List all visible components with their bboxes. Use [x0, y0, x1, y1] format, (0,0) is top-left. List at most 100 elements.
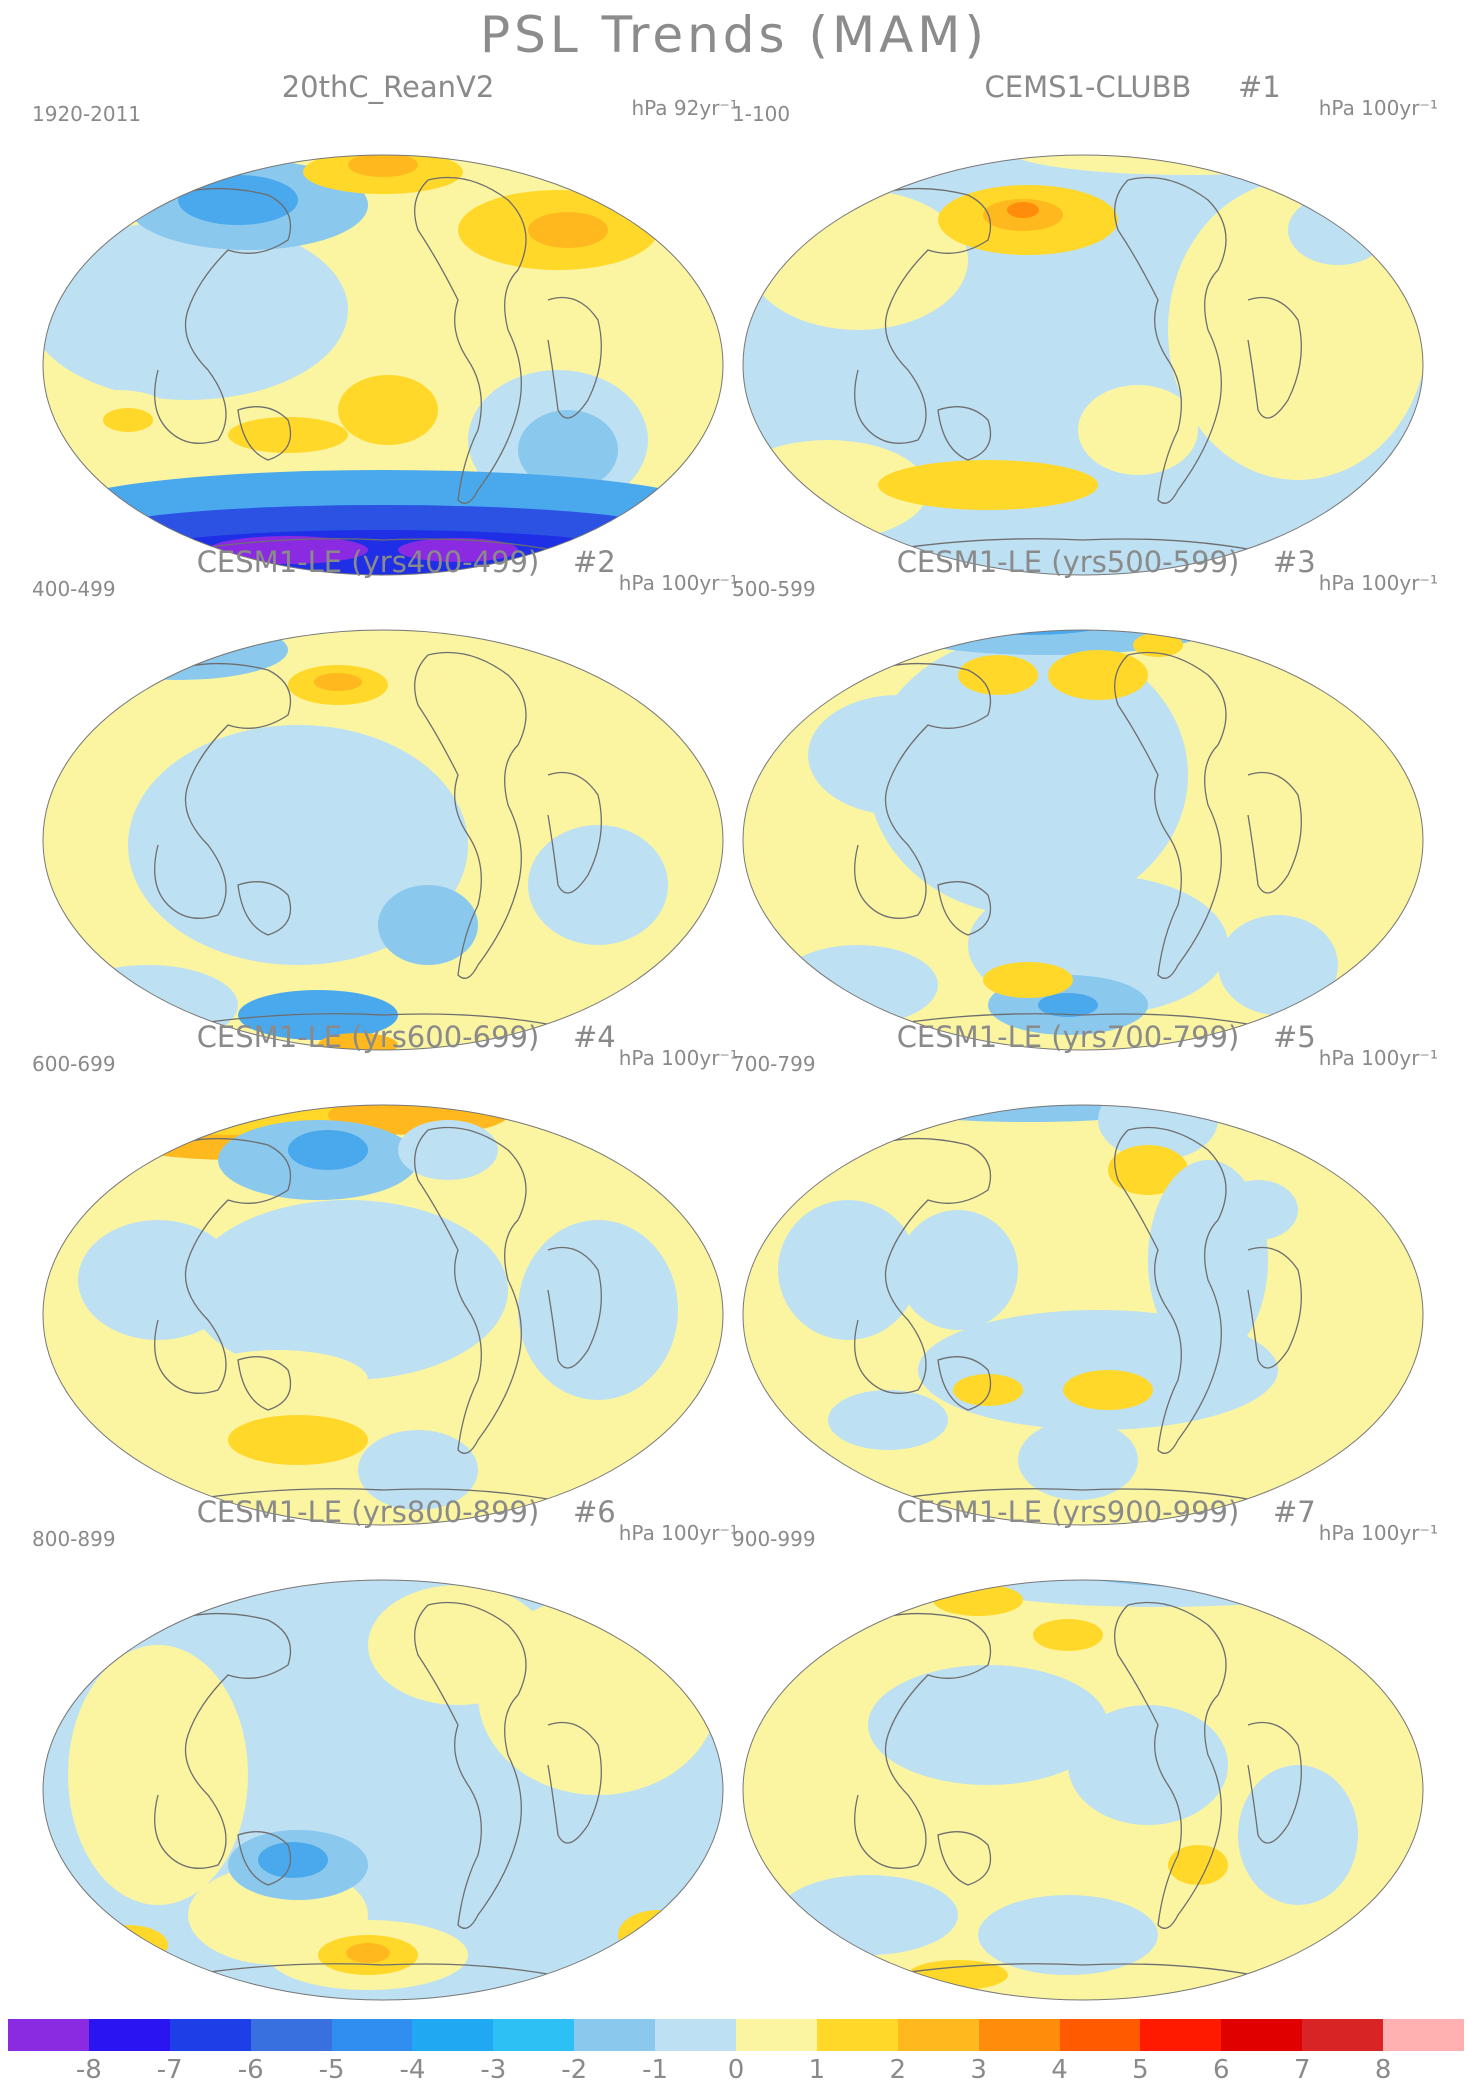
contour-region: [128, 725, 468, 965]
coastline: [547, 1246, 602, 1369]
contour-region: [828, 1390, 948, 1450]
panel-period: 700-799: [732, 1052, 816, 1076]
colorbar-tick-label: -7: [156, 2055, 183, 2085]
panel-title: CESM1-LE (yrs600-699): [196, 1020, 540, 1054]
panel-units: hPa 100yr⁻¹: [1318, 571, 1438, 595]
coastline: [1114, 1601, 1227, 1929]
panel-number: #6: [573, 1495, 616, 1529]
contour-region: [398, 1120, 498, 1180]
figure-title: PSL Trends (MAM): [480, 6, 988, 64]
colorbar-tick-label: 0: [727, 2055, 745, 2085]
contour-field: [743, 630, 1423, 1050]
map-border: [42, 1579, 724, 2001]
contour-region: [478, 1595, 718, 1795]
panel-units: hPa 100yr⁻¹: [1318, 1046, 1438, 1070]
colorbar-tick-label: 5: [1132, 2055, 1149, 2085]
contour-region: [1148, 1580, 1268, 1583]
colorbar-box: [897, 2019, 979, 2051]
contour-region: [618, 1910, 698, 1960]
contour-region: [953, 1374, 1023, 1406]
coastline: [1114, 176, 1227, 504]
panel-period: 800-899: [32, 1527, 116, 1551]
contour-region: [43, 220, 348, 400]
contour-region: [398, 538, 518, 562]
panel-period: 400-499: [32, 577, 116, 601]
colorbar-box: [412, 2019, 494, 2051]
map-border: [742, 1579, 1424, 2001]
map-projection: [742, 154, 1424, 576]
coastline: [187, 538, 579, 556]
map-panel: CESM1-LE (yrs500-599) #3 500-599 hPa 100yr⁻…: [732, 545, 1438, 1055]
contour-region: [528, 825, 668, 945]
contour-region: [378, 885, 478, 965]
map-panel: CESM1-LE (yrs400-499) #2 400-499 hPa 100yr⁻…: [32, 545, 738, 1055]
contour-region: [1133, 633, 1183, 657]
map-projection: [42, 154, 724, 576]
coastline: [887, 1488, 1279, 1506]
coastline: [887, 1013, 1279, 1031]
coastline: [187, 1963, 579, 1981]
contour-region: [868, 1665, 1108, 1785]
coastline: [187, 1013, 579, 1031]
map-border: [742, 154, 1424, 576]
coastline: [854, 187, 992, 444]
contour-region: [778, 1200, 918, 1340]
colorbar-box: [816, 2019, 898, 2051]
contour-region: [1238, 1765, 1358, 1905]
contour-region: [528, 212, 608, 248]
colorbar-box: [1140, 2019, 1222, 2051]
colorbar-tick-label: -6: [237, 2055, 264, 2085]
colorbar-box: [1302, 2019, 1384, 2051]
colorbar-box: [250, 2019, 332, 2051]
contour-region: [1038, 993, 1098, 1017]
colorbar-tick-label: -5: [318, 2055, 345, 2085]
coastline: [854, 1612, 992, 1869]
panel-title: 20thC_ReanV2: [281, 70, 495, 104]
contour-region: [978, 1895, 1158, 1975]
contour-region: [868, 635, 1188, 915]
coastline: [887, 538, 1279, 556]
contour-region: [808, 695, 988, 815]
contour-region: [338, 375, 438, 445]
coastline: [1247, 771, 1302, 894]
panel-period: 1920-2011: [32, 102, 142, 126]
colorbar-box: [331, 2019, 413, 2051]
coastline: [414, 1601, 527, 1929]
panel-title: CESM1-LE (yrs700-799): [896, 1020, 1240, 1054]
map-panel: CESM1-LE (yrs800-899) #6 800-899 hPa 100yr⁻…: [32, 1495, 738, 2005]
contour-region: [1007, 202, 1039, 218]
panel-period: 1-100: [732, 102, 791, 126]
colorbar-box: [574, 2019, 656, 2051]
coastline: [187, 1488, 579, 1506]
contour-region: [1198, 1555, 1258, 1575]
map-panel: CESM1-LE (yrs600-699) #4 600-699 hPa 100yr⁻…: [32, 1020, 738, 1530]
contour-region: [1098, 1105, 1218, 1160]
panel-number: #7: [1273, 1495, 1316, 1529]
colorbar-box: [736, 2019, 817, 2051]
contour-region: [318, 1033, 398, 1050]
contour-field: [43, 630, 723, 1050]
coastline: [237, 881, 292, 936]
contour-region: [1218, 1180, 1298, 1240]
panel-title: CESM1-LE (yrs800-899): [196, 1495, 540, 1529]
colorbar-tick-label: 7: [1293, 2055, 1311, 2085]
contour-region: [78, 1220, 238, 1340]
contour-region: [958, 655, 1038, 695]
contour-region: [1018, 1420, 1138, 1500]
contour-field: [43, 155, 723, 575]
panel-number: #1: [1238, 70, 1281, 104]
coastline: [1247, 296, 1302, 419]
coastline: [937, 881, 992, 936]
colorbar-tick-label: -8: [75, 2055, 102, 2085]
panel-title: CEMS1-CLUBB: [984, 70, 1192, 104]
contour-region: [258, 1842, 328, 1878]
coastline: [154, 1612, 292, 1869]
colorbar-box: [8, 2019, 89, 2051]
colorbar-tick-label: 4: [1051, 2055, 1068, 2085]
map-panel: CESM1-LE (yrs900-999) #7 900-999 hPa 100yr⁻…: [732, 1495, 1438, 2005]
colorbar-box: [655, 2019, 737, 2051]
contour-region: [1048, 650, 1148, 700]
contour-region: [314, 673, 362, 691]
coastline: [1114, 1126, 1227, 1454]
contour-region: [346, 1943, 390, 1963]
